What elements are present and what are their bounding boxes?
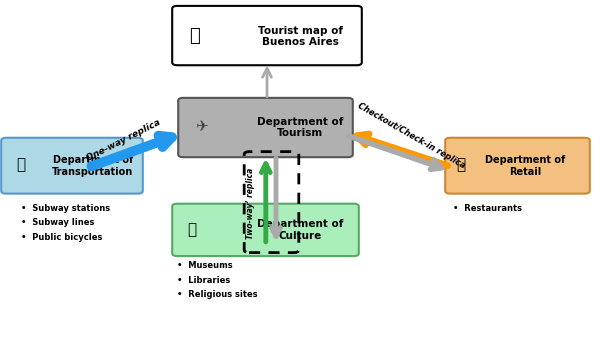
- Text: Checkout/Check-in replica: Checkout/Check-in replica: [356, 101, 466, 171]
- Text: 🗺: 🗺: [190, 27, 200, 45]
- FancyBboxPatch shape: [178, 98, 353, 157]
- Text: 🏛: 🏛: [187, 222, 197, 237]
- Text: Department of
Transportation: Department of Transportation: [52, 155, 134, 177]
- Text: •  Subway lines: • Subway lines: [21, 218, 94, 227]
- Text: Tourist map of
Buenos Aires: Tourist map of Buenos Aires: [257, 26, 343, 47]
- Text: One-way replica: One-way replica: [85, 118, 161, 163]
- FancyBboxPatch shape: [172, 6, 362, 65]
- Text: Department of
Culture: Department of Culture: [257, 219, 343, 241]
- FancyBboxPatch shape: [1, 138, 143, 194]
- Text: Two-way’ replica: Two-way’ replica: [246, 167, 256, 239]
- Text: ✈: ✈: [194, 119, 208, 134]
- Text: 🏪: 🏪: [456, 157, 466, 172]
- Text: Department of
Tourism: Department of Tourism: [257, 117, 343, 138]
- Text: •  Public bicycles: • Public bicycles: [21, 233, 103, 242]
- Text: •  Subway stations: • Subway stations: [21, 204, 110, 213]
- FancyBboxPatch shape: [172, 204, 359, 256]
- Text: •  Religious sites: • Religious sites: [177, 290, 257, 299]
- Text: 🚚: 🚚: [16, 157, 26, 172]
- Text: Department of
Retail: Department of Retail: [485, 155, 565, 177]
- Text: •  Restaurants: • Restaurants: [453, 204, 522, 213]
- Text: •  Libraries: • Libraries: [177, 276, 230, 285]
- FancyBboxPatch shape: [445, 138, 590, 194]
- Text: •  Museums: • Museums: [177, 261, 233, 270]
